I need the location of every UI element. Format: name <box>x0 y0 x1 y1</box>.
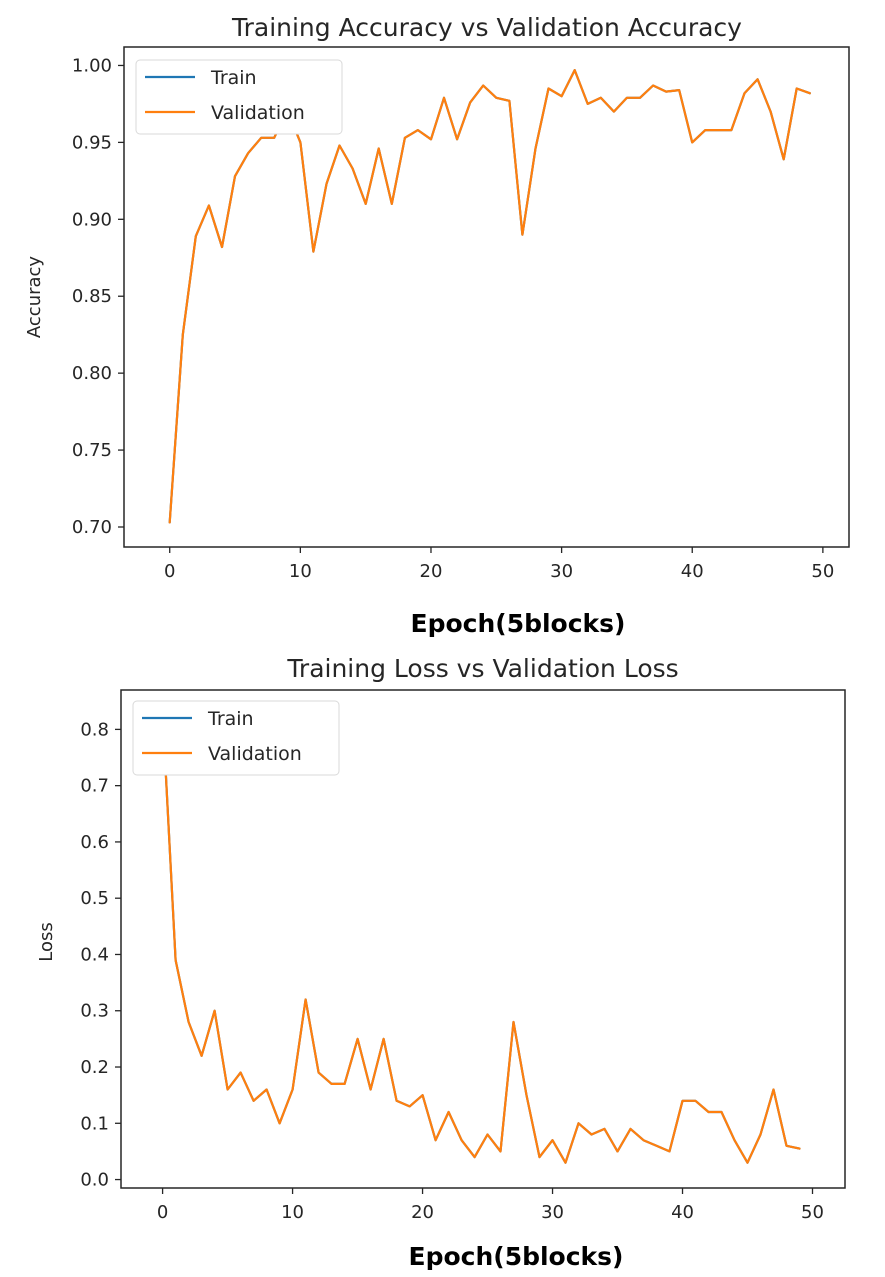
loss-y-tick-label: 0.3 <box>80 1001 109 1022</box>
accuracy-x-tick-label: 10 <box>289 561 312 582</box>
accuracy-x-axis-label: Epoch(5blocks) <box>411 609 626 638</box>
loss-legend-validation-label: Validation <box>208 743 302 765</box>
loss-x-tick-label: 30 <box>541 1202 564 1223</box>
loss-legend-box <box>132 700 340 776</box>
accuracy-y-tick-label: 1.00 <box>72 55 112 76</box>
loss-chart-title: Training Loss vs Validation Loss <box>286 654 678 683</box>
loss-validation-line <box>161 711 801 1164</box>
loss-x-tick-label: 50 <box>801 1202 824 1223</box>
loss-y-tick-label: 0.5 <box>80 888 109 909</box>
accuracy-legend: Train Validation <box>135 59 343 135</box>
accuracy-y-axis-label: Accuracy <box>24 256 45 339</box>
accuracy-x-tick-label: 30 <box>550 561 573 582</box>
accuracy-y-tick-label: 0.70 <box>72 517 112 538</box>
loss-x-tick-label: 0 <box>157 1202 168 1223</box>
accuracy-y-tick-label: 0.95 <box>72 132 112 153</box>
loss-y-tick-label: 0.4 <box>80 944 109 965</box>
loss-legend: Train Validation <box>132 700 340 776</box>
loss-x-tick-label: 10 <box>281 1202 304 1223</box>
loss-chart: Training Loss vs Validation Loss Loss Ep… <box>36 654 846 1271</box>
accuracy-x-tick-label: 0 <box>164 561 175 582</box>
accuracy-x-tick-label: 50 <box>811 561 834 582</box>
accuracy-y-tick-label: 0.90 <box>72 209 112 230</box>
loss-y-tick-label: 0.7 <box>80 776 109 797</box>
accuracy-y-tick-label: 0.85 <box>72 286 112 307</box>
loss-legend-train-label: Train <box>207 708 254 730</box>
loss-x-tick-label: 40 <box>671 1202 694 1223</box>
accuracy-legend-train-label: Train <box>210 67 257 89</box>
accuracy-chart: Training Accuracy vs Validation Accuracy… <box>24 13 850 638</box>
accuracy-x-tick-label: 40 <box>681 561 704 582</box>
loss-x-tick-label: 20 <box>411 1202 434 1223</box>
loss-y-tick-label: 0.8 <box>80 719 109 740</box>
loss-y-axis-label: Loss <box>36 922 57 961</box>
loss-y-tick-label: 0.6 <box>80 832 109 853</box>
loss-x-axis-label: Epoch(5blocks) <box>409 1242 624 1271</box>
accuracy-chart-title: Training Accuracy vs Validation Accuracy <box>231 13 742 42</box>
loss-y-tick-label: 0.2 <box>80 1057 109 1078</box>
accuracy-y-tick-label: 0.80 <box>72 363 112 384</box>
accuracy-y-tick-label: 0.75 <box>72 440 112 461</box>
loss-y-tick-label: 0.1 <box>80 1113 109 1134</box>
accuracy-legend-box <box>135 59 343 135</box>
accuracy-legend-validation-label: Validation <box>211 102 305 124</box>
loss-y-tick-label: 0.0 <box>80 1170 109 1191</box>
accuracy-x-tick-label: 20 <box>420 561 443 582</box>
